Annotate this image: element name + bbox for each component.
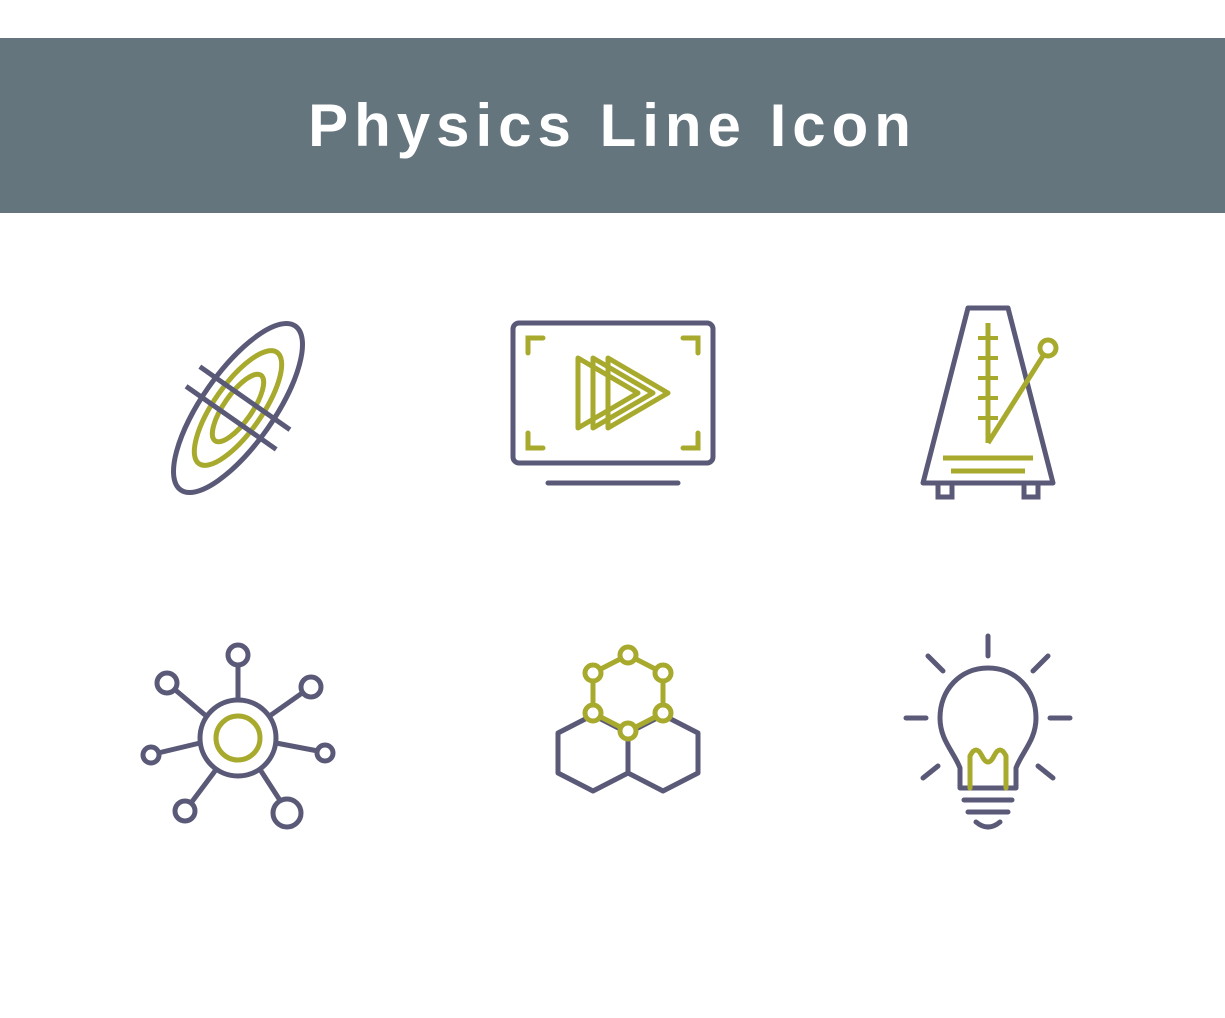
speed-screen-icon [498, 308, 728, 508]
page-title: Physics Line Icon [308, 91, 917, 160]
cell-lightbulb [810, 583, 1165, 893]
black-hole-icon [128, 298, 348, 518]
cell-metronome [810, 253, 1165, 563]
icon-grid [0, 213, 1225, 933]
cell-speed-screen [435, 253, 790, 563]
cell-black-hole [60, 253, 415, 563]
header-banner: Physics Line Icon [0, 38, 1225, 213]
molecule-icon [503, 633, 723, 843]
lightbulb-icon [888, 628, 1088, 848]
metronome-icon [888, 293, 1088, 523]
atom-network-icon [133, 633, 343, 843]
cell-molecule [435, 583, 790, 893]
cell-atom-network [60, 583, 415, 893]
